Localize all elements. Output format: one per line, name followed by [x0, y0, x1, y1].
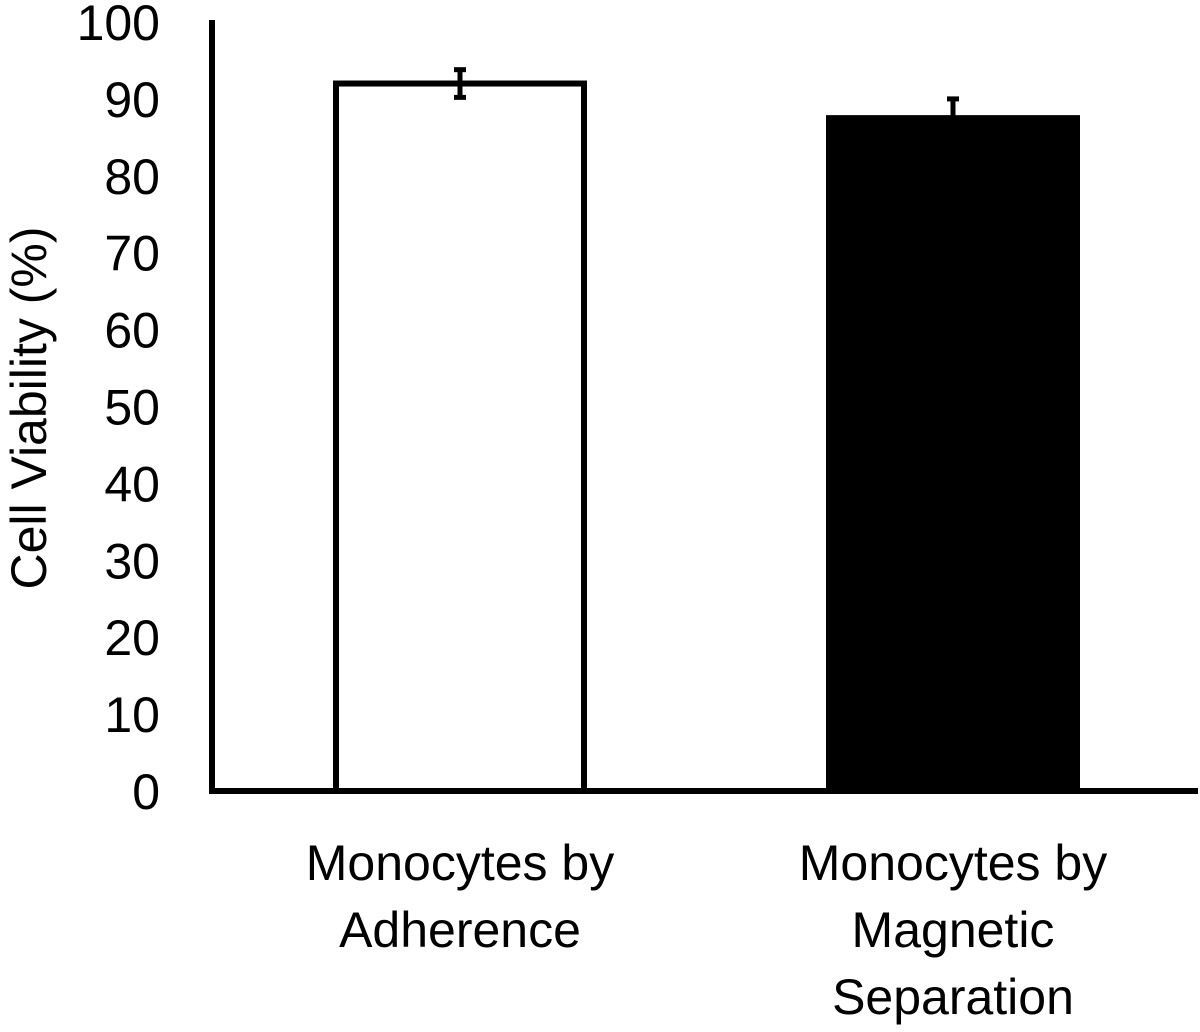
y-tick-label: 40 — [104, 456, 160, 512]
y-tick-label: 70 — [104, 226, 160, 282]
bar-2 — [826, 115, 1080, 794]
x-category-label: Adherence — [339, 902, 581, 958]
y-tick-label: 60 — [104, 303, 160, 359]
x-category-label: Monocytes by — [306, 835, 614, 891]
y-tick-label: 0 — [132, 764, 160, 820]
y-tick-label: 30 — [104, 533, 160, 589]
y-tick-label: 100 — [77, 0, 160, 51]
y-tick-label: 80 — [104, 149, 160, 205]
y-tick-label: 10 — [104, 687, 160, 743]
y-tick-label: 50 — [104, 380, 160, 436]
y-axis-label: Cell Viability (%) — [1, 226, 57, 589]
bar-1 — [333, 80, 587, 794]
x-category-label: Magnetic — [852, 902, 1055, 958]
y-tick-label: 20 — [104, 610, 160, 666]
y-tick-label: 90 — [104, 72, 160, 128]
x-category-label: Separation — [832, 969, 1074, 1025]
plot-area: 0 10 20 30 40 50 60 70 80 90 100 Monocytes by Adhere… — [77, 0, 1198, 1025]
x-category-label: Monocytes by — [799, 835, 1107, 891]
